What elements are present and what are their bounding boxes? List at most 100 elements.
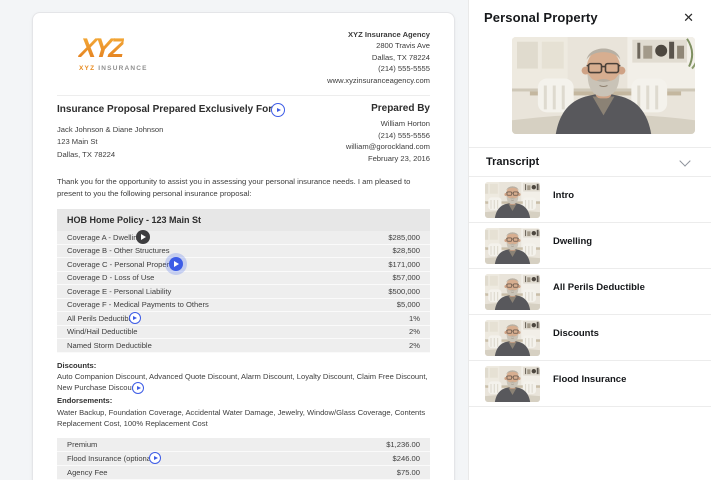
- preparer-name: William Horton: [380, 118, 430, 128]
- play-triangle-icon: [276, 107, 281, 112]
- client-street: 123 Main St: [57, 137, 98, 147]
- agency-address-line1: 2800 Travis Ave: [376, 41, 430, 51]
- endorsements-section: Endorsements: Water Backup, Foundation C…: [57, 395, 430, 429]
- table-row: Coverage D - Loss of Use $57,000: [57, 271, 430, 286]
- logo-name: XYZ INSURANCE: [79, 65, 148, 72]
- transcript-item-discounts[interactable]: Discounts: [469, 315, 711, 361]
- play-icon[interactable]: [132, 382, 145, 395]
- discounts-section: Discounts: Auto Companion Discount, Adva…: [57, 360, 430, 395]
- play-icon[interactable]: [128, 312, 141, 325]
- play-triangle-icon: [140, 234, 146, 241]
- video-side-panel: Personal Property ✕ Transcript Intro Dwe…: [468, 0, 711, 480]
- transcript-item-label: All Perils Deductible: [553, 282, 645, 293]
- video-player[interactable]: [512, 37, 695, 134]
- table-row: All Perils Deductible 1%: [57, 312, 430, 326]
- play-triangle-icon: [153, 456, 158, 461]
- panel-header: Personal Property ✕: [469, 0, 711, 33]
- row-label: Premium: [67, 439, 98, 449]
- endorsements-label: Endorsements:: [57, 396, 113, 406]
- preparer-email: william@gorockland.com: [345, 142, 430, 152]
- agency-logo: XYZ XYZ INSURANCE: [57, 27, 148, 72]
- transcript-item-label: Flood Insurance: [553, 374, 627, 385]
- video-thumbnail: [485, 274, 540, 310]
- proposal-document: XYZ XYZ INSURANCE XYZ Insurance Agency 2…: [32, 12, 455, 480]
- pricing-table: Premium $1,236.00 Flood Insurance (optio…: [57, 437, 430, 480]
- play-icon[interactable]: [271, 102, 286, 117]
- transcript-label: Transcript: [486, 156, 540, 168]
- client-city: Dallas, TX 78224: [57, 149, 116, 159]
- divider: [57, 94, 430, 96]
- table-row: Premium $1,236.00: [57, 437, 430, 452]
- row-label: Coverage C - Personal Property: [67, 259, 176, 269]
- row-label: Named Storm Deductible: [67, 340, 152, 350]
- row-label: Coverage E - Personal Liability: [67, 286, 172, 296]
- row-label: Agency Fee: [67, 467, 108, 477]
- table-row: Coverage A - Dwelling $285,000: [57, 230, 430, 245]
- transcript-item-all-perils-deductible[interactable]: All Perils Deductible: [469, 269, 711, 315]
- preparer-phone: (214) 555-5556: [378, 130, 430, 140]
- row-value: 2%: [409, 340, 420, 350]
- row-label: Coverage B - Other Structures: [67, 246, 170, 256]
- row-value: $28,500: [392, 246, 420, 256]
- row-label: Coverage D - Loss of Use: [67, 273, 155, 283]
- video-thumbnail: [485, 182, 540, 218]
- row-label: Wind/Hail Deductible: [67, 327, 138, 337]
- row-value: $75.00: [396, 467, 420, 477]
- row-label: Coverage A - Dwelling: [67, 232, 142, 242]
- play-triangle-icon: [174, 261, 180, 268]
- transcript-item-flood-insurance[interactable]: Flood Insurance: [469, 361, 711, 407]
- client-address: Jack Johnson & Diane Johnson 123 Main St…: [57, 124, 285, 162]
- preparer-info: William Horton (214) 555-5556 william@go…: [346, 118, 430, 165]
- row-label: Coverage F - Medical Payments to Others: [67, 300, 209, 310]
- transcript-item-label: Dwelling: [553, 236, 593, 247]
- video-frame: [512, 37, 695, 134]
- table-row: Coverage C - Personal Property $171,000: [57, 257, 430, 272]
- chevron-down-icon[interactable]: [679, 154, 691, 167]
- table-row: Coverage B - Other Structures $28,500: [57, 244, 430, 259]
- video-thumbnail: [485, 320, 540, 356]
- proposal-header: Insurance Proposal Prepared Exclusively …: [57, 102, 430, 165]
- table-row: Coverage F - Medical Payments to Others …: [57, 298, 430, 313]
- transcript-item-intro[interactable]: Intro: [469, 177, 711, 223]
- table-row: Wind/Hail Deductible 2%: [57, 325, 430, 340]
- transcript-item-label: Discounts: [553, 328, 599, 339]
- agency-address-line2: Dallas, TX 78224: [371, 52, 430, 62]
- table-row: Agency Fee $75.00: [57, 465, 430, 480]
- client-block: Insurance Proposal Prepared Exclusively …: [57, 102, 286, 165]
- endorsements-text: Water Backup, Foundation Coverage, Accid…: [57, 407, 426, 429]
- row-label: Flood Insurance (optional): [67, 453, 156, 463]
- agency-info: XYZ Insurance Agency 2800 Travis Ave Dal…: [327, 27, 430, 86]
- row-value: $5,000: [396, 300, 420, 310]
- video-thumbnail: [485, 366, 540, 402]
- close-icon[interactable]: ✕: [683, 10, 694, 25]
- panel-title: Personal Property: [484, 10, 598, 25]
- table-row: Coverage E - Personal Liability $500,000: [57, 285, 430, 299]
- row-value: $57,000: [392, 273, 420, 283]
- row-value: $246.00: [392, 453, 420, 463]
- intro-paragraph: Thank you for the opportunity to assist …: [57, 177, 411, 198]
- discounts-label: Discounts:: [57, 360, 97, 370]
- row-value: $171,000: [388, 259, 420, 269]
- agency-name: XYZ Insurance Agency: [347, 30, 430, 39]
- preparer-block: Prepared By William Horton (214) 555-555…: [346, 103, 430, 165]
- row-value: 1%: [409, 313, 420, 323]
- policy-table-header: HOB Home Policy - 123 Main St: [57, 209, 430, 232]
- discounts-text: Auto Companion Discount, Advanced Quote …: [57, 372, 428, 393]
- play-icon[interactable]: [149, 452, 162, 465]
- play-triangle-icon: [136, 386, 141, 391]
- table-row: Named Storm Deductible 2%: [57, 339, 430, 353]
- agency-website: www.xyzinsuranceagency.com: [327, 75, 430, 85]
- policy-table: HOB Home Policy - 123 Main St Coverage A…: [57, 209, 430, 353]
- row-value: $500,000: [388, 286, 420, 296]
- transcript-item-dwelling[interactable]: Dwelling: [469, 223, 711, 269]
- row-value: 2%: [409, 327, 420, 337]
- client-name: Jack Johnson & Diane Johnson: [57, 124, 164, 134]
- row-value: $1,236.00: [386, 439, 420, 449]
- play-triangle-icon: [133, 316, 138, 321]
- table-row: Flood Insurance (optional) $246.00: [57, 451, 430, 466]
- proposal-date: February 23, 2016: [367, 154, 430, 164]
- prepared-by-label: Prepared By: [371, 102, 430, 114]
- play-icon-active[interactable]: [169, 257, 184, 272]
- play-icon[interactable]: [135, 230, 150, 245]
- agency-phone: (214) 555-5555: [378, 64, 430, 74]
